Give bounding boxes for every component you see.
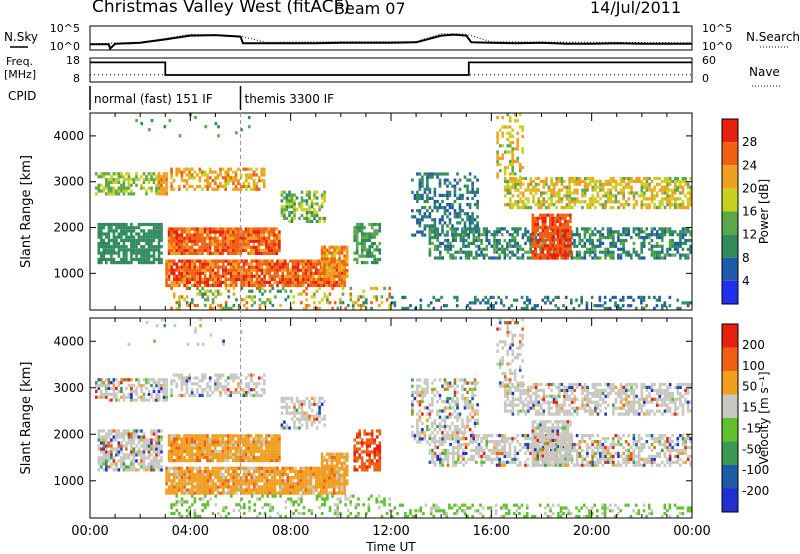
- noise-ytick-right-top: 10^5: [702, 22, 732, 35]
- freq-ytick-left-bottom: 8: [73, 72, 80, 85]
- power-panel-colorbar-swatch-5: [722, 234, 738, 258]
- velocity-panel-colorbar-swatch-4: [722, 418, 738, 442]
- power-panel-colorbar-swatch-3: [722, 188, 738, 212]
- xtick-5: 20:00: [573, 524, 610, 539]
- noise-ytick-right-bottom: 10^0: [702, 40, 732, 53]
- power-panel-colorbar-tick-0: 28: [742, 135, 757, 149]
- freq-left-unit: [MHz]: [4, 68, 36, 81]
- cpid-segment-0: normal (fast) 151 IF: [94, 92, 213, 106]
- power-panel-ytick-2: 3000: [53, 175, 84, 189]
- power-panel-colorbar-tick-2: 20: [742, 181, 757, 195]
- noise-ytick-left-top: 10^5: [50, 22, 80, 35]
- velocity-panel-ytick-2: 3000: [53, 381, 84, 395]
- power-panel-colorbar-tick-5: 8: [742, 251, 750, 265]
- velocity-panel-colorbar-label: Velocity [m s⁻¹]: [757, 371, 771, 464]
- power-panel-colorbar-swatch-0: [722, 119, 738, 143]
- power-panel-ytick-0: 1000: [53, 266, 84, 280]
- nave-right-label: Nave: [749, 65, 780, 79]
- velocity-panel-colorbar-tick-1: 100: [742, 359, 765, 373]
- velocity-panel-colorbar-swatch-5: [722, 441, 738, 465]
- power-panel-ytick-1: 2000: [53, 221, 84, 235]
- velocity-panel-colorbar-swatch-1: [722, 347, 738, 371]
- freq-left-label: Freq.: [6, 55, 33, 68]
- velocity-panel-colorbar-frame: [721, 323, 739, 513]
- noise-ytick-left-bottom: 10^0: [50, 40, 80, 53]
- velocity-panel-ytick-1: 2000: [53, 427, 84, 441]
- velocity-panel-colorbar-tick-4: -15: [742, 421, 762, 435]
- power-panel-colorbar-swatch-1: [722, 142, 738, 166]
- velocity-panel-colorbar-tick-5: -50: [742, 442, 762, 456]
- power-panel-colorbar-label: Power [dB]: [757, 179, 771, 244]
- velocity-panel-colorbar-tick-2: 50: [742, 380, 757, 394]
- freq-ytick-right-top: 60: [702, 54, 716, 67]
- date-label: 14/Jul/2011: [590, 0, 682, 17]
- velocity-panel-colorbar-tick-6: -100: [742, 463, 769, 477]
- power-panel-colorbar-swatch-2: [722, 165, 738, 189]
- cpid-segment-1: themis 3300 IF: [245, 92, 335, 106]
- freq-series: [90, 61, 692, 76]
- power-panel-colorbar-tick-4: 12: [742, 228, 757, 242]
- noise-series-nsearch: [89, 33, 693, 45]
- velocity-panel-colorbar-tick-7: -200: [742, 484, 769, 498]
- noise-right-label: N.Search: [746, 30, 800, 44]
- xtick-6: 00:00: [673, 524, 710, 539]
- noise-left-label: N.Sky: [4, 30, 38, 44]
- power-panel-colorbar-frame: [721, 118, 739, 305]
- velocity-panel-ylabel: Slant Range [km]: [19, 362, 34, 475]
- velocity-panel-colorbar-swatch-3: [722, 394, 738, 418]
- power-panel-ytick-3: 4000: [53, 129, 84, 143]
- velocity-panel-colorbar-tick-3: 15: [742, 401, 757, 415]
- power-panel-cells: [95, 112, 692, 310]
- power-panel-colorbar-tick-6: 4: [742, 274, 750, 288]
- power-panel-colorbar-tick-1: 24: [742, 158, 757, 172]
- beam-label: Beam 07: [334, 0, 406, 18]
- xtick-3: 12:00: [372, 524, 409, 539]
- velocity-panel-colorbar-tick-0: 200: [742, 338, 765, 352]
- power-panel-colorbar-tick-3: 16: [742, 205, 757, 219]
- xtick-2: 08:00: [272, 524, 309, 539]
- noise-series-nsky: [90, 33, 692, 51]
- velocity-panel-colorbar-swatch-2: [722, 371, 738, 395]
- freq-panel-frame: [89, 57, 693, 83]
- velocity-panel-ytick-3: 4000: [53, 334, 84, 348]
- power-panel-colorbar-swatch-6: [722, 257, 738, 281]
- xaxis-label: Time UT: [365, 540, 416, 554]
- power-panel-ylabel: Slant Range [km]: [19, 155, 34, 268]
- power-panel-colorbar-swatch-7: [722, 280, 738, 304]
- noise-panel-frame: [89, 25, 693, 51]
- xtick-4: 16:00: [473, 524, 510, 539]
- velocity-panel-colorbar-swatch-0: [722, 324, 738, 348]
- freq-ytick-right-bottom: 0: [702, 72, 709, 85]
- freq-ytick-left-top: 18: [66, 54, 80, 67]
- velocity-panel-colorbar-swatch-7: [722, 488, 738, 512]
- xtick-1: 04:00: [172, 524, 209, 539]
- velocity-panel-colorbar-swatch-6: [722, 465, 738, 489]
- xtick-0: 00:00: [71, 524, 108, 539]
- cpid-label: CPID: [8, 89, 36, 103]
- power-panel-colorbar-swatch-4: [722, 211, 738, 235]
- velocity-panel-cells: [95, 317, 692, 518]
- chart-title: Christmas Valley West (fitACF): [92, 0, 351, 17]
- velocity-panel-ytick-0: 1000: [53, 474, 84, 488]
